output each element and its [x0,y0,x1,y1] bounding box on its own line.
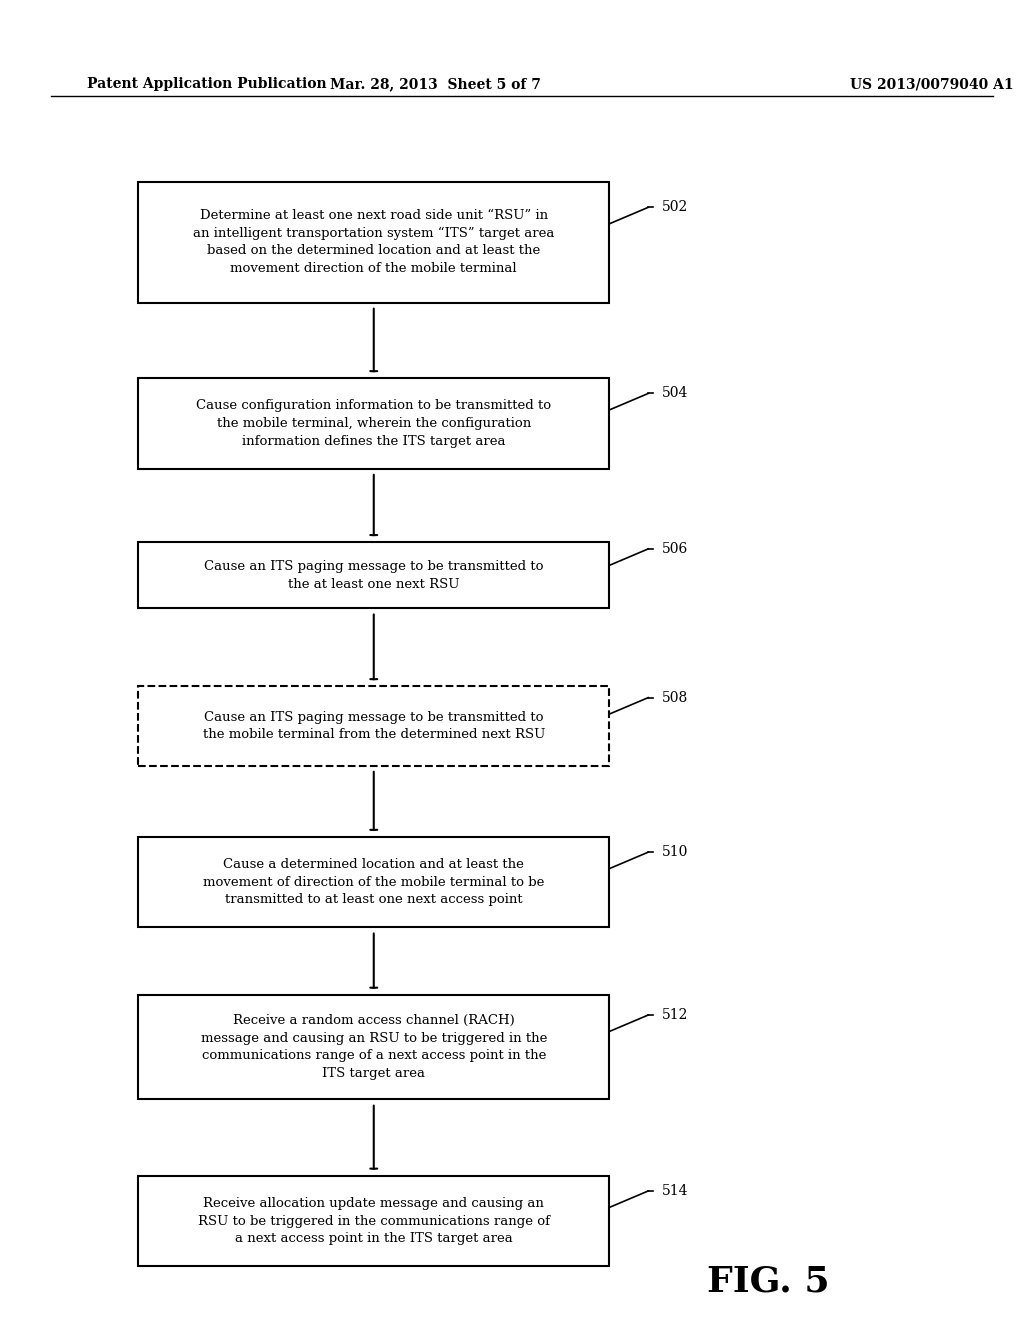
Text: 506: 506 [662,543,688,556]
Bar [138,379,609,469]
Text: 512: 512 [662,1008,688,1022]
Text: Cause an ITS paging message to be transmitted to
the at least one next RSU: Cause an ITS paging message to be transm… [204,560,544,590]
Text: 514: 514 [662,1184,688,1199]
Text: 510: 510 [662,845,688,859]
Text: Receive allocation update message and causing an
RSU to be triggered in the comm: Receive allocation update message and ca… [198,1197,550,1245]
Text: Receive a random access channel (RACH)
message and causing an RSU to be triggere: Receive a random access channel (RACH) m… [201,1015,547,1080]
Bar [138,182,609,302]
Text: 508: 508 [662,690,688,705]
Bar [138,837,609,927]
Text: Mar. 28, 2013  Sheet 5 of 7: Mar. 28, 2013 Sheet 5 of 7 [330,77,541,91]
Bar [138,543,609,609]
Text: FIG. 5: FIG. 5 [707,1265,829,1299]
Text: US 2013/0079040 A1: US 2013/0079040 A1 [850,77,1014,91]
Text: Determine at least one next road side unit “RSU” in
an intelligent transportatio: Determine at least one next road side un… [194,209,554,275]
Text: Cause an ITS paging message to be transmitted to
the mobile terminal from the de: Cause an ITS paging message to be transm… [203,710,545,742]
Text: Patent Application Publication: Patent Application Publication [87,77,327,91]
Text: Cause configuration information to be transmitted to
the mobile terminal, wherei: Cause configuration information to be tr… [197,400,551,447]
Text: 502: 502 [662,201,688,214]
Bar [138,1176,609,1266]
Text: 504: 504 [662,387,688,400]
Bar [138,686,609,766]
Bar [138,995,609,1100]
Text: Cause a determined location and at least the
movement of direction of the mobile: Cause a determined location and at least… [203,858,545,907]
